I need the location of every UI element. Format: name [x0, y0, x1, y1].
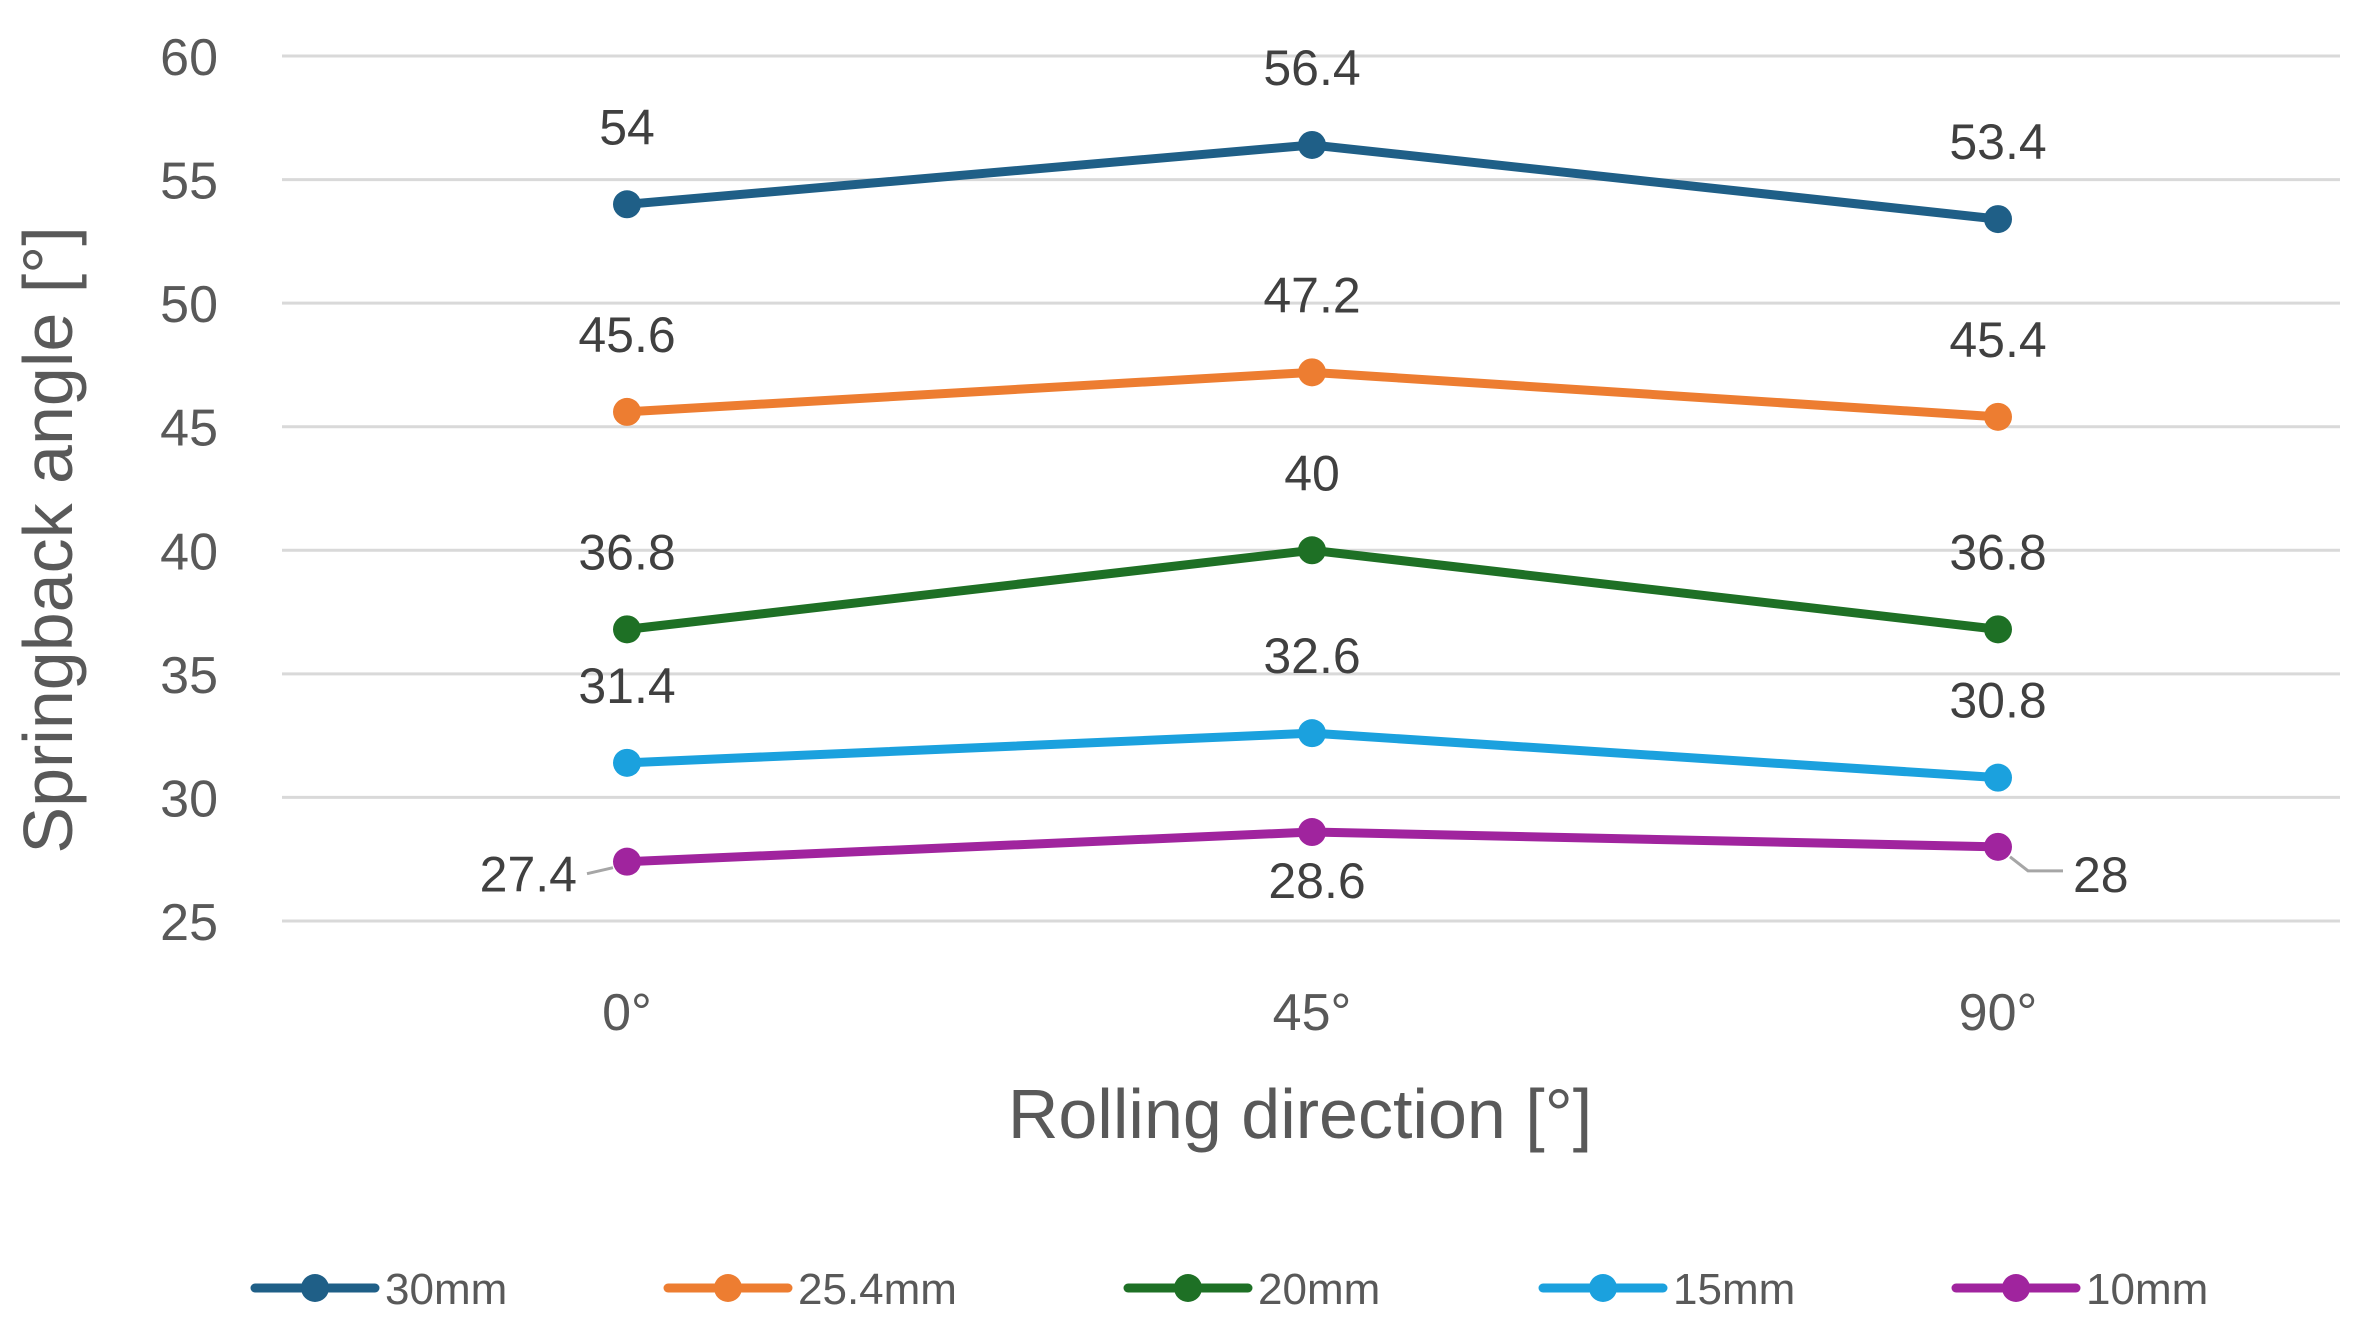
y-tick-label: 45	[160, 400, 218, 458]
legend-label: 30mm	[385, 1265, 507, 1314]
gridlines	[282, 54, 2340, 923]
x-tick-label: 90°	[1959, 984, 2038, 1042]
legend-label: 20mm	[1258, 1265, 1380, 1314]
legend-swatch-marker	[1174, 1274, 1202, 1302]
y-tick-label: 55	[160, 153, 218, 211]
legend-item: 20mm	[1123, 1265, 1380, 1314]
legend-label: 10mm	[2086, 1265, 2208, 1314]
series-30mm	[613, 130, 2012, 234]
data-label: 30.8	[1949, 673, 2046, 729]
x-tick-label: 45°	[1273, 984, 1352, 1042]
data-point	[613, 190, 641, 219]
x-axis-ticks: 0° 45° 90°	[602, 984, 2037, 1042]
y-axis-ticks: 25 30 35 40 45 50 55 60	[160, 29, 218, 952]
data-label: 53.4	[1949, 114, 2046, 170]
data-point	[1298, 719, 1326, 748]
data-label: 36.8	[1949, 524, 2046, 580]
legend-swatch-marker	[2002, 1274, 2030, 1302]
data-point	[1984, 205, 2012, 234]
data-label: 54	[599, 99, 655, 155]
data-point	[1298, 358, 1326, 387]
y-tick-label: 40	[160, 523, 218, 581]
data-point	[613, 615, 641, 644]
series-20mm	[613, 536, 2012, 644]
data-label: 45.4	[1949, 312, 2046, 368]
legend-swatch-marker	[714, 1274, 742, 1302]
data-label: 56.4	[1263, 40, 1360, 96]
data-point	[1984, 763, 2012, 792]
legend-label: 25.4mm	[798, 1265, 957, 1314]
series-10mm	[613, 818, 2012, 876]
y-tick-label: 50	[160, 276, 218, 334]
data-point	[613, 748, 641, 777]
data-point	[613, 847, 641, 876]
series-25.4mm	[613, 358, 2012, 431]
data-label: 31.4	[578, 658, 675, 714]
data-point	[1298, 536, 1326, 565]
x-axis-title: Rolling direction [°]	[1008, 1075, 1592, 1153]
legend-item: 30mm	[250, 1265, 507, 1314]
legend-label: 15mm	[1673, 1265, 1795, 1314]
data-label: 28	[2073, 847, 2129, 903]
y-tick-label: 30	[160, 770, 218, 828]
data-label: 28.6	[1268, 853, 1365, 909]
series-15mm	[613, 719, 2012, 792]
y-tick-label: 60	[160, 29, 218, 87]
data-labels: 54 56.4 53.4 45.6 47.2 45.4 36.8 40 36.8 31.4 32.6…	[480, 40, 2129, 909]
series-layer	[613, 130, 2012, 876]
legend-item: 10mm	[1951, 1265, 2208, 1314]
data-point	[1984, 402, 2012, 431]
data-point	[1984, 832, 2012, 861]
data-point	[1298, 130, 1326, 159]
data-label: 36.8	[578, 524, 675, 580]
data-label: 47.2	[1263, 267, 1360, 323]
leader-line	[586, 866, 614, 876]
data-label: 32.6	[1263, 628, 1360, 684]
legend-swatch-marker	[1589, 1274, 1617, 1302]
legend-swatch-marker	[301, 1274, 329, 1302]
legend-item: 25.4mm	[663, 1265, 957, 1314]
data-label: 27.4	[480, 847, 577, 903]
leader-line	[2009, 855, 2063, 873]
y-axis-title: Springback angle [°]	[9, 226, 87, 853]
x-tick-label: 0°	[602, 984, 652, 1042]
legend-item: 15mm	[1538, 1265, 1795, 1314]
data-point	[1984, 615, 2012, 644]
y-tick-label: 35	[160, 647, 218, 705]
data-point	[1298, 818, 1326, 847]
data-label: 45.6	[578, 307, 675, 363]
y-tick-label: 25	[160, 894, 218, 952]
data-label: 40	[1284, 445, 1340, 501]
legend: 30mm 25.4mm 20mm 15mm 10mm	[250, 1265, 2208, 1314]
data-point	[613, 397, 641, 426]
